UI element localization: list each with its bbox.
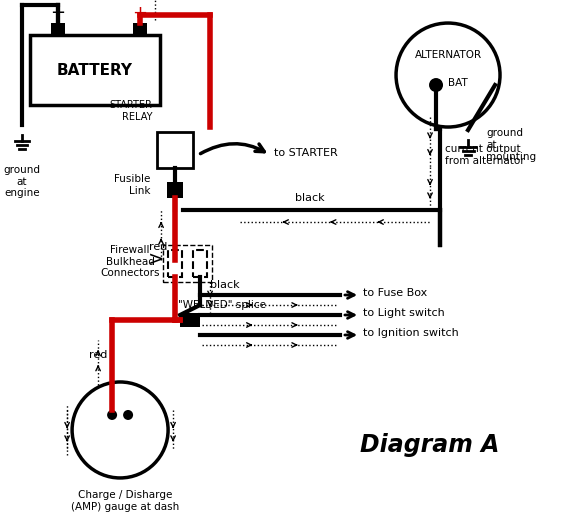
Text: ground
at
engine: ground at engine [3,165,41,198]
Text: ground
at
mounting: ground at mounting [486,129,536,162]
Bar [180,313,200,327]
Text: >: > [148,250,165,269]
Circle shape [429,78,443,92]
Text: to STARTER: to STARTER [274,148,338,158]
Text: current output
from alternator: current output from alternator [445,144,525,166]
Text: to Light switch: to Light switch [363,308,445,318]
Circle shape [123,410,133,420]
Text: −: − [51,4,66,22]
Text: black: black [210,280,240,290]
Circle shape [396,23,500,127]
Bar [163,245,212,282]
Text: BAT: BAT [448,78,468,88]
Text: +: + [132,4,147,22]
Text: BATTERY: BATTERY [57,62,133,78]
Text: black: black [295,193,325,203]
Circle shape [107,410,117,420]
Text: Charge / Disharge
(AMP) gauge at dash: Charge / Disharge (AMP) gauge at dash [71,490,179,511]
Bar [193,250,207,277]
Text: to Fuse Box: to Fuse Box [363,288,427,298]
Text: ALTERNATOR: ALTERNATOR [415,50,482,60]
Text: "WELDED" splice: "WELDED" splice [178,300,266,310]
Bar [30,35,160,105]
Bar [133,23,147,35]
Bar [168,250,182,277]
Bar [157,132,193,168]
Text: to Ignition switch: to Ignition switch [363,328,459,338]
Text: red: red [149,242,167,252]
Bar [51,23,65,35]
Text: Firewall
Bulkhead
Connectors: Firewall Bulkhead Connectors [100,245,160,278]
Text: Diagram A: Diagram A [361,433,500,457]
Text: STARTER
RELAY: STARTER RELAY [109,100,152,122]
Bar [167,182,183,198]
Text: red: red [89,350,107,360]
Text: Fusible
Link: Fusible Link [113,174,150,196]
Circle shape [72,382,168,478]
